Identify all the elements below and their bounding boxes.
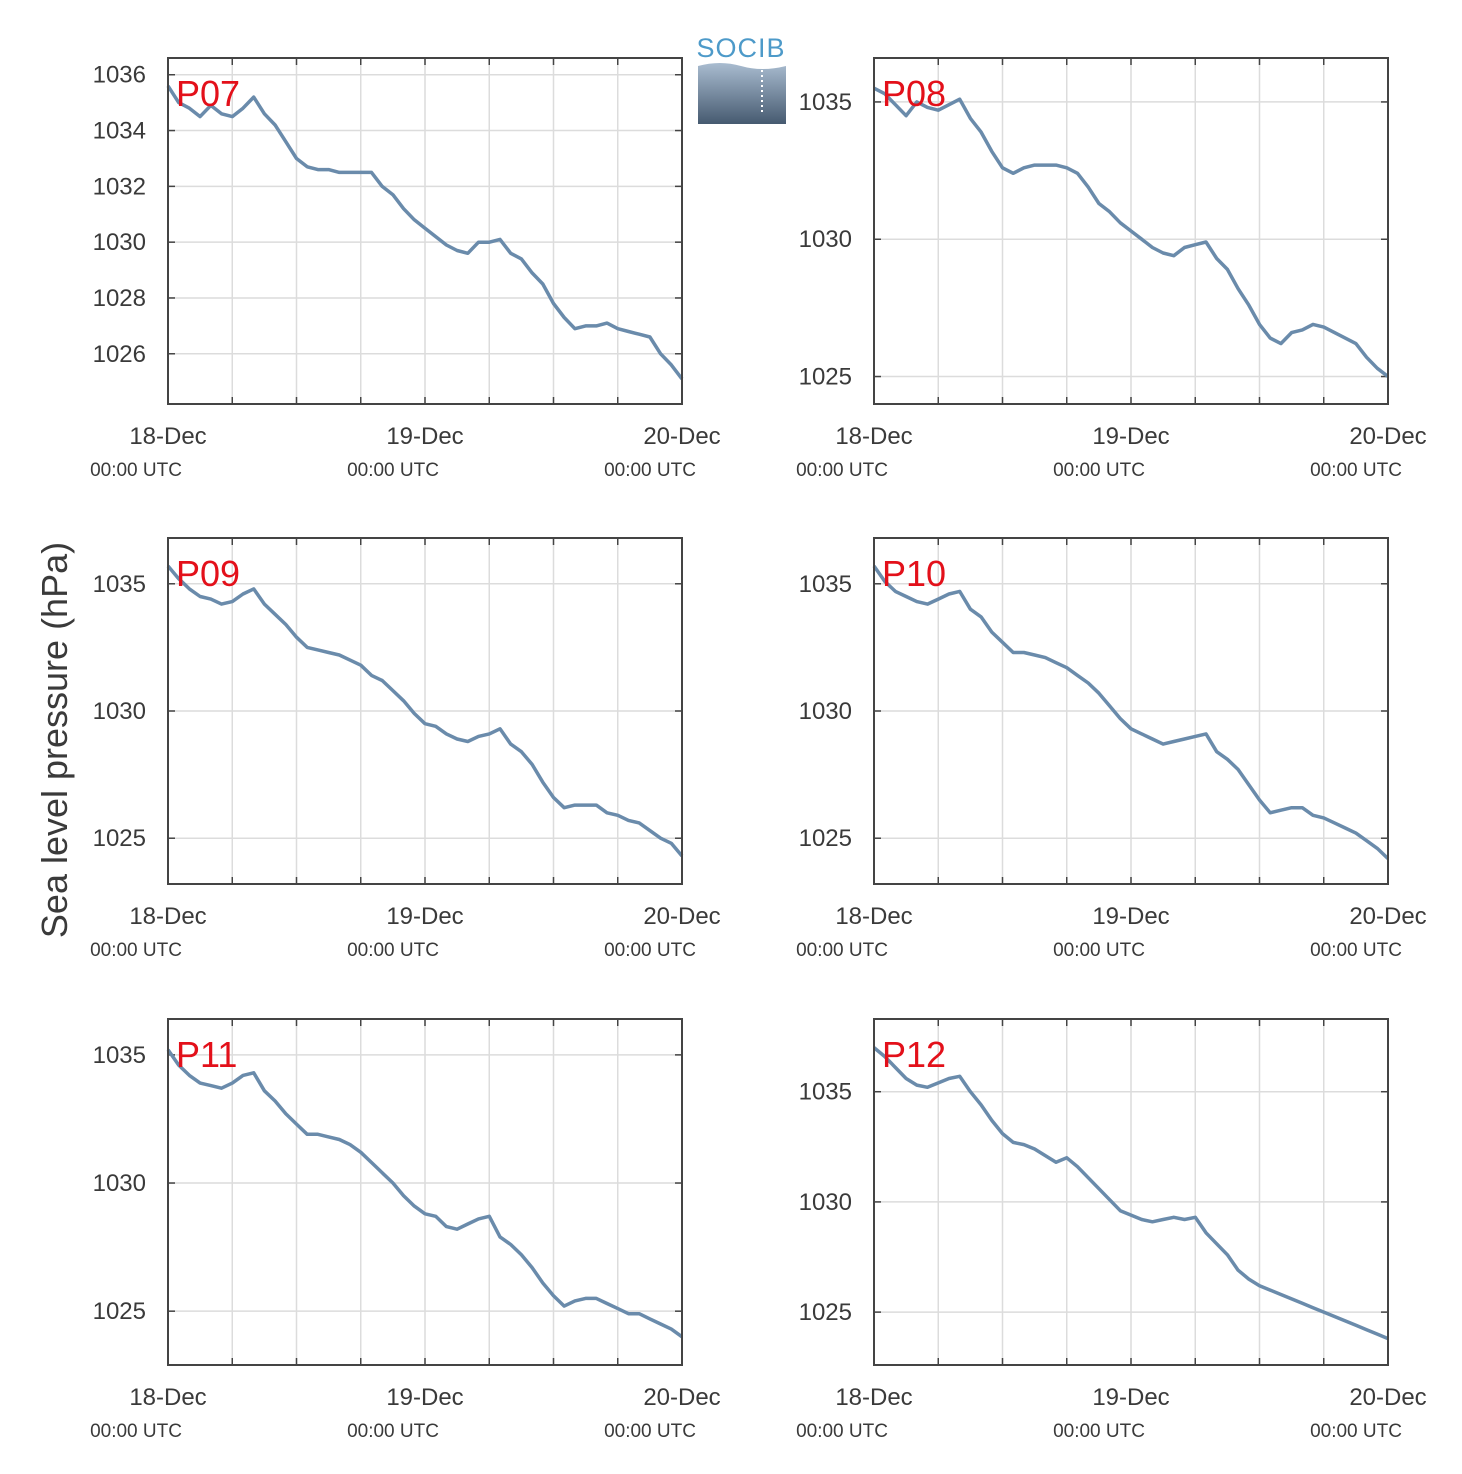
series-line	[166, 564, 684, 858]
y-tick-label: 1035	[93, 1042, 146, 1069]
x-tick-label: 19-Dec	[386, 423, 463, 450]
y-tick-label: 1030	[93, 229, 146, 256]
y-tick-label: 1025	[799, 364, 852, 391]
x-tick-label: 18-Dec	[835, 903, 912, 930]
x-tick-label: 18-Dec	[129, 1384, 206, 1411]
panel-label: P12	[882, 1034, 946, 1075]
socib-logo: SOCIB	[696, 33, 786, 124]
plot-frame	[873, 537, 1389, 885]
x-tick-sublabel: 00:00 UTC	[90, 460, 182, 481]
logo-text: SOCIB	[696, 33, 785, 63]
panel-p10: 1025 1030 1035 18-Dec 00:00 UTC 19-Dec 00:00 U…	[796, 537, 1427, 961]
plot-frame	[873, 1018, 1389, 1366]
y-tick-label: 1034	[93, 118, 146, 145]
x-tick-sublabel: 00:00 UTC	[604, 940, 696, 961]
x-tick-label: 20-Dec	[1349, 903, 1426, 930]
panel-p07: 1026 1028 1030 1032 1034 1036 18-Dec 00:00 UTC 1…	[90, 57, 721, 481]
y-tick-label: 1030	[93, 1170, 146, 1197]
y-tick-label: 1026	[93, 341, 146, 368]
y-tick-label: 1030	[799, 226, 852, 253]
y-axis-label: Sea level pressure (hPa)	[34, 542, 75, 938]
x-tick-label: 19-Dec	[386, 1384, 463, 1411]
x-tick-label: 19-Dec	[386, 903, 463, 930]
plot-frame	[167, 57, 683, 405]
panel-p08: 1025 1030 1035 18-Dec 00:00 UTC 19-Dec 00:00 U…	[796, 57, 1427, 481]
y-tick-label: 1035	[799, 89, 852, 116]
y-tick-label: 1035	[799, 571, 852, 598]
x-tick-sublabel: 00:00 UTC	[796, 1421, 888, 1442]
x-tick-label: 20-Dec	[643, 1384, 720, 1411]
x-tick-label: 19-Dec	[1092, 1384, 1169, 1411]
panel-p12: 1025 1030 1035 18-Dec 00:00 UTC 19-Dec 00:00 U…	[796, 1018, 1427, 1442]
series-line	[872, 564, 1390, 860]
series-line	[872, 1046, 1389, 1341]
panel-p11: 1025 1030 1035 18-Dec 00:00 UTC 19-Dec 00:00 U…	[90, 1018, 721, 1442]
plot-frame	[873, 57, 1389, 405]
panel-label: P07	[176, 73, 240, 114]
y-tick-label: 1036	[93, 62, 146, 89]
x-tick-sublabel: 00:00 UTC	[1310, 940, 1402, 961]
panel-label: P11	[176, 1034, 237, 1075]
x-tick-sublabel: 00:00 UTC	[1053, 460, 1145, 481]
x-tick-label: 20-Dec	[643, 423, 720, 450]
plot-frame	[167, 1018, 683, 1366]
y-tick-label: 1030	[93, 698, 146, 725]
panel-label: P08	[882, 73, 946, 114]
logo-wave-icon	[698, 63, 786, 124]
plot-frame	[167, 537, 683, 885]
y-tick-label: 1025	[93, 825, 146, 852]
x-tick-sublabel: 00:00 UTC	[1310, 1421, 1402, 1442]
x-tick-label: 18-Dec	[835, 423, 912, 450]
x-tick-label: 20-Dec	[1349, 423, 1426, 450]
x-tick-label: 20-Dec	[1349, 1384, 1426, 1411]
panel-label: P09	[176, 553, 240, 594]
y-tick-label: 1030	[799, 698, 852, 725]
x-tick-sublabel: 00:00 UTC	[90, 1421, 182, 1442]
x-tick-sublabel: 00:00 UTC	[347, 460, 439, 481]
x-tick-sublabel: 00:00 UTC	[604, 460, 696, 481]
x-tick-sublabel: 00:00 UTC	[796, 940, 888, 961]
series-line	[166, 1048, 684, 1339]
x-tick-label: 18-Dec	[129, 903, 206, 930]
x-tick-sublabel: 00:00 UTC	[1053, 1421, 1145, 1442]
y-tick-label: 1025	[93, 1298, 146, 1325]
y-tick-label: 1030	[799, 1189, 852, 1216]
x-tick-sublabel: 00:00 UTC	[796, 460, 888, 481]
panel-p09: 1025 1030 1035 18-Dec 00:00 UTC 19-Dec 00:00 U…	[90, 537, 721, 961]
x-tick-sublabel: 00:00 UTC	[604, 1421, 696, 1442]
y-tick-label: 1028	[93, 285, 146, 312]
y-tick-label: 1035	[799, 1079, 852, 1106]
x-tick-label: 18-Dec	[835, 1384, 912, 1411]
series-line	[873, 86, 1390, 378]
x-tick-label: 20-Dec	[643, 903, 720, 930]
y-tick-label: 1025	[799, 1299, 852, 1326]
panel-label: P10	[882, 553, 946, 594]
y-tick-label: 1035	[93, 571, 146, 598]
y-tick-label: 1032	[93, 173, 146, 200]
x-tick-sublabel: 00:00 UTC	[347, 940, 439, 961]
x-tick-sublabel: 00:00 UTC	[347, 1421, 439, 1442]
x-tick-label: 19-Dec	[1092, 423, 1169, 450]
x-tick-sublabel: 00:00 UTC	[1310, 460, 1402, 481]
x-tick-sublabel: 00:00 UTC	[1053, 940, 1145, 961]
x-tick-sublabel: 00:00 UTC	[90, 940, 182, 961]
x-tick-label: 18-Dec	[129, 423, 206, 450]
series-line	[166, 84, 684, 380]
x-tick-label: 19-Dec	[1092, 903, 1169, 930]
y-tick-label: 1025	[799, 825, 852, 852]
